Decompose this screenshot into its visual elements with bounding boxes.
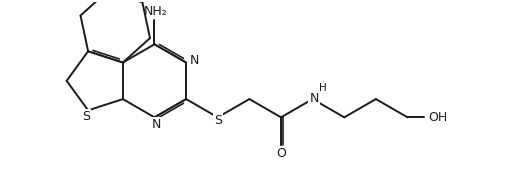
Text: N: N (189, 54, 198, 67)
Text: H: H (319, 84, 326, 93)
Text: O: O (276, 147, 285, 160)
Text: S: S (214, 114, 222, 127)
Text: N: N (309, 92, 318, 105)
Text: OH: OH (427, 111, 446, 124)
Text: S: S (81, 110, 89, 123)
Text: NH₂: NH₂ (144, 5, 168, 18)
Text: N: N (152, 118, 161, 131)
